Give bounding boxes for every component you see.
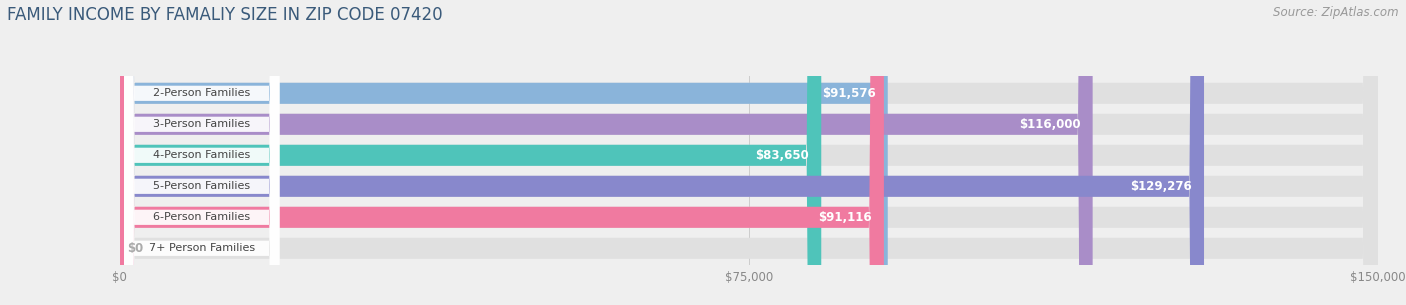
FancyBboxPatch shape: [120, 0, 1378, 305]
FancyBboxPatch shape: [124, 0, 280, 305]
FancyBboxPatch shape: [120, 0, 1204, 305]
Text: $129,276: $129,276: [1130, 180, 1192, 193]
Text: 3-Person Families: 3-Person Families: [153, 119, 250, 129]
FancyBboxPatch shape: [124, 0, 280, 305]
Text: $91,116: $91,116: [818, 211, 872, 224]
FancyBboxPatch shape: [120, 0, 1378, 305]
FancyBboxPatch shape: [120, 0, 884, 305]
Text: 4-Person Families: 4-Person Families: [153, 150, 250, 160]
FancyBboxPatch shape: [120, 0, 1378, 305]
Text: 5-Person Families: 5-Person Families: [153, 181, 250, 191]
Text: $91,576: $91,576: [823, 87, 876, 100]
Text: 7+ Person Families: 7+ Person Families: [149, 243, 254, 253]
Text: FAMILY INCOME BY FAMALIY SIZE IN ZIP CODE 07420: FAMILY INCOME BY FAMALIY SIZE IN ZIP COD…: [7, 6, 443, 24]
FancyBboxPatch shape: [124, 0, 280, 305]
FancyBboxPatch shape: [124, 0, 280, 305]
FancyBboxPatch shape: [120, 0, 1378, 305]
FancyBboxPatch shape: [124, 0, 280, 305]
Text: $116,000: $116,000: [1019, 118, 1081, 131]
FancyBboxPatch shape: [124, 0, 280, 305]
Text: $83,650: $83,650: [755, 149, 810, 162]
Text: $0: $0: [127, 242, 143, 255]
Text: 2-Person Families: 2-Person Families: [153, 88, 250, 98]
FancyBboxPatch shape: [120, 0, 1378, 305]
FancyBboxPatch shape: [120, 0, 887, 305]
FancyBboxPatch shape: [120, 0, 1378, 305]
FancyBboxPatch shape: [120, 0, 821, 305]
FancyBboxPatch shape: [120, 0, 1092, 305]
Text: 6-Person Families: 6-Person Families: [153, 212, 250, 222]
Text: Source: ZipAtlas.com: Source: ZipAtlas.com: [1274, 6, 1399, 19]
